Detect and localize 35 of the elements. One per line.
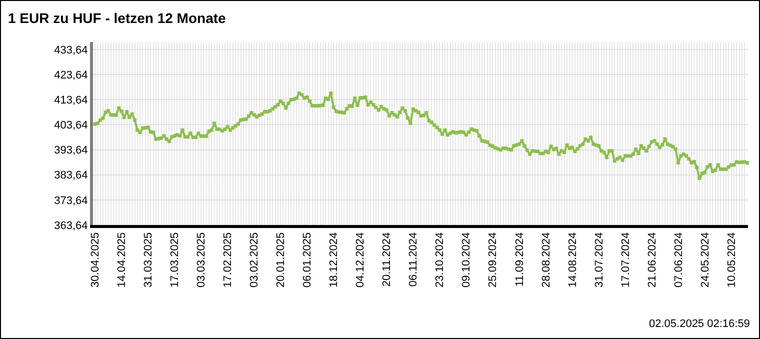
x-tick-label: 14.04.2025 <box>116 232 128 288</box>
x-tick-label: 17.07.2024 <box>620 232 632 288</box>
x-tick-label: 17.02.2025 <box>222 232 234 288</box>
text: 02.05.2025 02:16:59 <box>649 318 750 330</box>
x-tick-label: 07.06.2024 <box>672 232 685 288</box>
x-tick-label: 28.08.2024 <box>540 232 552 288</box>
x-tick-label: 03.02.2025 <box>248 232 261 288</box>
x-tick-label: 14.08.2024 <box>566 232 579 288</box>
x-tick-label: 31.03.2025 <box>142 232 155 288</box>
y-tick-label: 373,64 <box>54 194 88 207</box>
x-tick-label: 03.03.2025 <box>196 232 208 288</box>
x-tick-label: 20.11.2024 <box>381 232 394 287</box>
y-tick-label: 423,64 <box>54 69 88 82</box>
x-tick-label: 24.05.2024 <box>699 232 712 288</box>
y-tick-label: 383,64 <box>54 170 88 182</box>
x-tick-label: 10.05.2024 <box>726 232 738 288</box>
y-tick-label: 433,64 <box>54 44 88 56</box>
x-tick-label: 06.01.2025 <box>302 232 314 288</box>
y-tick-label: 413,64 <box>54 94 88 107</box>
y-tick-label: 403,64 <box>54 120 88 132</box>
x-tick-label: 21.06.2024 <box>646 232 658 288</box>
x-tick-label: 31.07.2024 <box>593 232 606 288</box>
x-tick-label: 06.11.2024 <box>408 232 420 287</box>
x-tick-label: 23.10.2024 <box>434 232 446 288</box>
y-tick-label: 393,64 <box>54 144 88 157</box>
x-tick-label: 30.04.2025 <box>90 232 102 288</box>
x-tick-label: 04.12.2024 <box>354 232 367 288</box>
x-tick-label: 11.09.2024 <box>514 232 526 287</box>
x-tick-label: 17.03.2025 <box>169 232 182 288</box>
x-tick-label: 25.09.2024 <box>487 232 500 288</box>
chart-title: 1 EUR zu HUF - letzen 12 Monate <box>8 10 226 26</box>
y-tick-label: 363,64 <box>54 220 88 232</box>
x-tick-label: 09.10.2024 <box>460 232 473 288</box>
x-tick-label: 20.01.2025 <box>275 232 288 288</box>
x-tick-label: 18.12.2024 <box>328 232 340 288</box>
